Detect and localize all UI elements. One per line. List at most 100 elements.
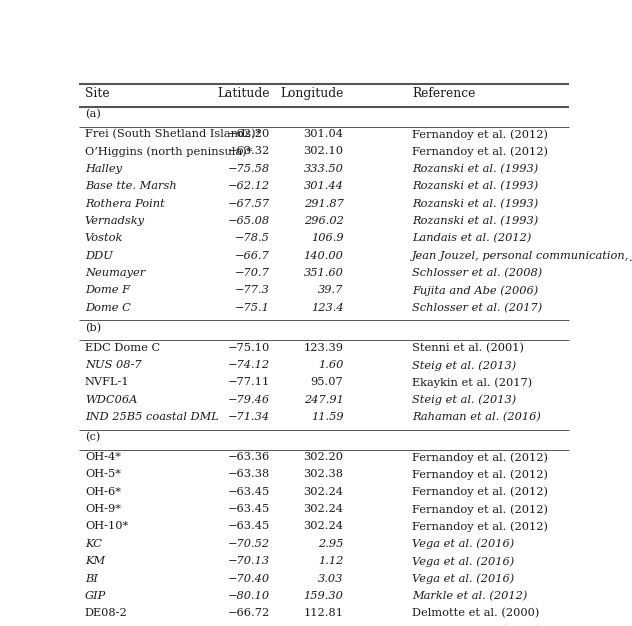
Text: 1.12: 1.12 xyxy=(318,556,344,566)
Text: −70.13: −70.13 xyxy=(228,556,270,566)
Text: −63.45: −63.45 xyxy=(228,504,270,514)
Text: KC: KC xyxy=(85,539,102,549)
Text: 123.39: 123.39 xyxy=(303,342,344,352)
Text: OH-10*: OH-10* xyxy=(85,521,128,531)
Text: 112.81: 112.81 xyxy=(303,608,344,618)
Text: O’Higgins (north peninsula)*: O’Higgins (north peninsula)* xyxy=(85,146,252,157)
Text: Neumayer: Neumayer xyxy=(85,268,145,278)
Text: Vega et al. (2016): Vega et al. (2016) xyxy=(412,556,514,567)
Text: 351.60: 351.60 xyxy=(303,268,344,278)
Text: −77.3: −77.3 xyxy=(235,285,270,295)
Text: KM: KM xyxy=(85,556,105,566)
Text: −66.7: −66.7 xyxy=(235,250,270,260)
Text: NVFL-1: NVFL-1 xyxy=(85,377,130,387)
Text: −80.10: −80.10 xyxy=(228,591,270,601)
Text: Vega et al. (2016): Vega et al. (2016) xyxy=(412,539,514,550)
Text: Rahaman et al. (2016): Rahaman et al. (2016) xyxy=(412,412,541,423)
Text: 291.87: 291.87 xyxy=(303,198,344,208)
Text: BI: BI xyxy=(85,573,98,583)
Text: Fernandoy et al. (2012): Fernandoy et al. (2012) xyxy=(412,487,548,497)
Text: −71.34: −71.34 xyxy=(228,412,270,422)
Text: Site: Site xyxy=(85,86,109,100)
Text: OH-5*: OH-5* xyxy=(85,470,121,480)
Text: −78.5: −78.5 xyxy=(235,233,270,244)
Text: Delmotte et al. (2000): Delmotte et al. (2000) xyxy=(412,608,540,618)
Text: −75.10: −75.10 xyxy=(228,342,270,352)
Text: −63.38: −63.38 xyxy=(228,470,270,480)
Text: 333.50: 333.50 xyxy=(303,164,344,174)
Text: 123.4: 123.4 xyxy=(311,302,344,312)
Text: 302.24: 302.24 xyxy=(303,504,344,514)
Text: −62.12: −62.12 xyxy=(228,181,270,191)
Text: −70.52: −70.52 xyxy=(228,539,270,549)
Text: OH-6*: OH-6* xyxy=(85,487,121,497)
Text: 247.91: 247.91 xyxy=(303,395,344,404)
Text: Vernadsky: Vernadsky xyxy=(85,216,145,226)
Text: 301.44: 301.44 xyxy=(303,181,344,191)
Text: WDC06A: WDC06A xyxy=(85,395,137,404)
Text: Stenni et al. (2001): Stenni et al. (2001) xyxy=(412,342,524,353)
Text: 3.03: 3.03 xyxy=(318,573,344,583)
Text: −75.58: −75.58 xyxy=(228,164,270,174)
Text: −63.45: −63.45 xyxy=(228,521,270,531)
Text: 39.7: 39.7 xyxy=(318,285,344,295)
Text: −63.32: −63.32 xyxy=(228,146,270,156)
Text: Steig et al. (2013): Steig et al. (2013) xyxy=(412,360,516,371)
Text: Rozanski et al. (1993): Rozanski et al. (1993) xyxy=(412,181,538,192)
Text: Frei (South Shetland Islands)*: Frei (South Shetland Islands)* xyxy=(85,129,261,140)
Text: Rozanski et al. (1993): Rozanski et al. (1993) xyxy=(412,216,538,226)
Text: Latitude: Latitude xyxy=(217,86,270,100)
Text: 302.24: 302.24 xyxy=(303,521,344,531)
Text: 106.9: 106.9 xyxy=(311,233,344,244)
Text: Vostok: Vostok xyxy=(85,233,123,244)
Text: Fernandoy et al. (2012): Fernandoy et al. (2012) xyxy=(412,504,548,515)
Text: Ekaykin et al. (2017): Ekaykin et al. (2017) xyxy=(412,377,532,388)
Text: IND 25B5 coastal DML: IND 25B5 coastal DML xyxy=(85,412,219,422)
Text: 140.00: 140.00 xyxy=(303,250,344,260)
Text: Base tte. Marsh: Base tte. Marsh xyxy=(85,181,176,191)
Text: −62.20: −62.20 xyxy=(228,129,270,139)
Text: 159.30: 159.30 xyxy=(303,591,344,601)
Text: OH-4*: OH-4* xyxy=(85,452,121,462)
Text: Jean Jouzel, personal communication, June 2017: Jean Jouzel, personal communication, Jun… xyxy=(412,250,632,260)
Text: Longitude: Longitude xyxy=(280,86,344,100)
Text: Steig et al. (2013): Steig et al. (2013) xyxy=(412,395,516,405)
Text: Rothera Point: Rothera Point xyxy=(85,198,164,208)
Text: 301.04: 301.04 xyxy=(303,129,344,139)
Text: −79.46: −79.46 xyxy=(228,395,270,404)
Text: 302.24: 302.24 xyxy=(303,487,344,497)
Text: −65.08: −65.08 xyxy=(228,216,270,226)
Text: Rozanski et al. (1993): Rozanski et al. (1993) xyxy=(412,198,538,209)
Text: Fernandoy et al. (2012): Fernandoy et al. (2012) xyxy=(412,470,548,480)
Text: Fernandoy et al. (2012): Fernandoy et al. (2012) xyxy=(412,521,548,532)
Text: Reference: Reference xyxy=(412,86,475,100)
Text: −74.12: −74.12 xyxy=(228,360,270,370)
Text: 302.10: 302.10 xyxy=(303,146,344,156)
Text: OH-9*: OH-9* xyxy=(85,504,121,514)
Text: (a): (a) xyxy=(85,110,100,120)
Text: Fujita and Abe (2006): Fujita and Abe (2006) xyxy=(412,285,538,296)
Text: NUS 08-7: NUS 08-7 xyxy=(85,360,142,370)
Text: Fernandoy et al. (2012): Fernandoy et al. (2012) xyxy=(412,146,548,157)
Text: Halley: Halley xyxy=(85,164,122,174)
Text: Vega et al. (2016): Vega et al. (2016) xyxy=(412,573,514,584)
Text: DE08-2: DE08-2 xyxy=(85,608,128,618)
Text: −77.11: −77.11 xyxy=(228,377,270,387)
Text: 2.95: 2.95 xyxy=(318,539,344,549)
Text: (c): (c) xyxy=(85,433,100,443)
Text: 296.02: 296.02 xyxy=(303,216,344,226)
Text: Schlosser et al. (2008): Schlosser et al. (2008) xyxy=(412,268,542,278)
Text: (b): (b) xyxy=(85,323,101,333)
Text: −70.40: −70.40 xyxy=(228,573,270,583)
Text: −67.57: −67.57 xyxy=(228,198,270,208)
Text: EDC Dome C: EDC Dome C xyxy=(85,342,160,352)
Text: Fernandoy et al. (2012): Fernandoy et al. (2012) xyxy=(412,129,548,140)
Text: 11.59: 11.59 xyxy=(311,412,344,422)
Text: 95.07: 95.07 xyxy=(311,377,344,387)
Text: Landais et al. (2012): Landais et al. (2012) xyxy=(412,233,532,244)
Text: DDU: DDU xyxy=(85,250,112,260)
Text: GIP: GIP xyxy=(85,591,106,601)
Text: 302.38: 302.38 xyxy=(303,470,344,480)
Text: Schlosser et al. (2017): Schlosser et al. (2017) xyxy=(412,302,542,313)
Text: −63.36: −63.36 xyxy=(228,452,270,462)
